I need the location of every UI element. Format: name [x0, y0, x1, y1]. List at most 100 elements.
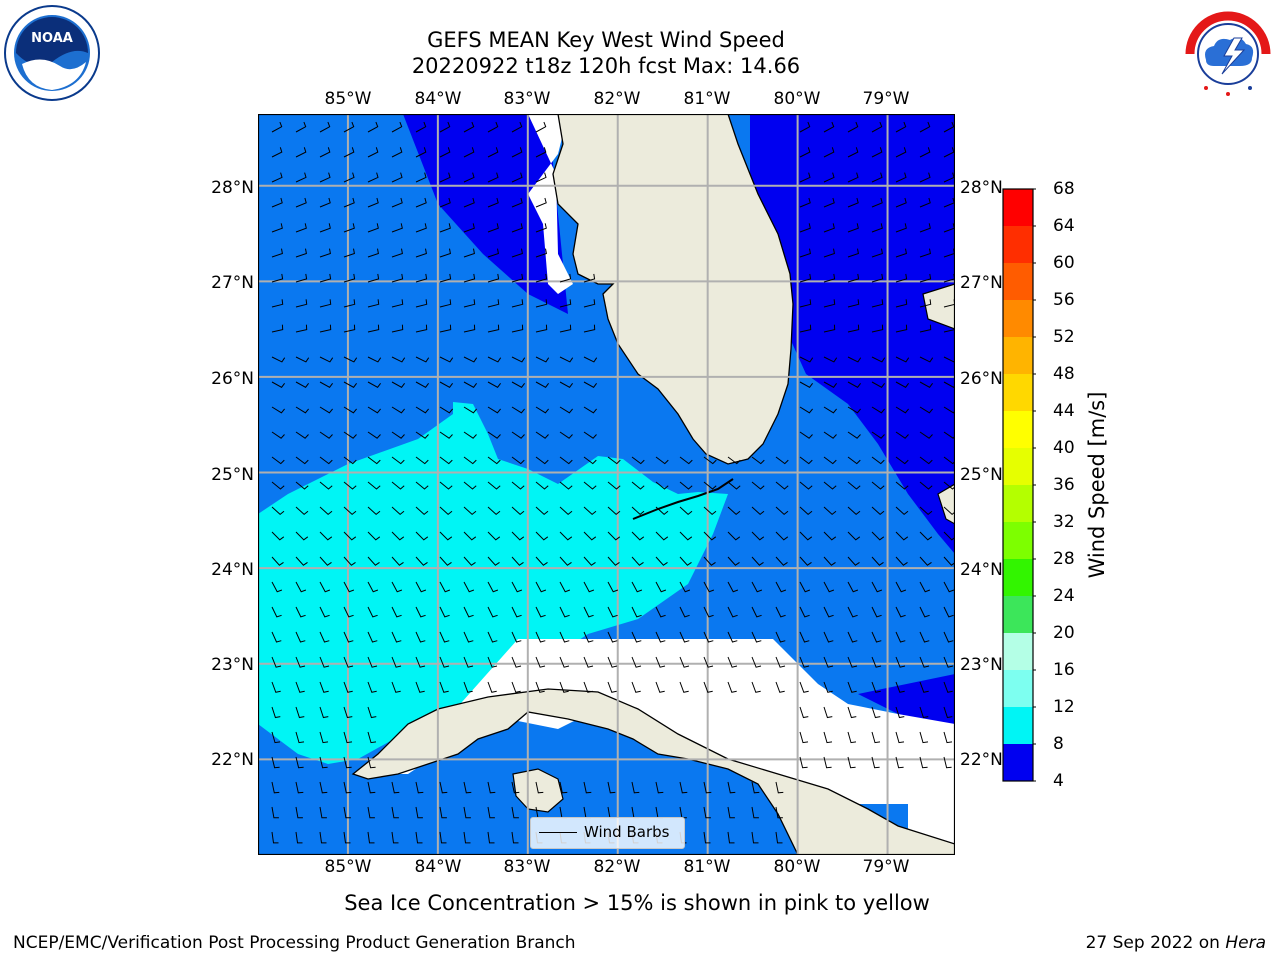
- wind-barb: [823, 223, 835, 233]
- wind-barb: [463, 506, 477, 516]
- wind-barb: [583, 431, 597, 439]
- wind-barb: [799, 731, 809, 744]
- wind-barb: [271, 756, 280, 769]
- wind-barb: [559, 531, 573, 541]
- wind-barb: [751, 681, 761, 693]
- wind-barb: [847, 531, 861, 541]
- wind-barb: [295, 172, 307, 183]
- wind-barb: [319, 656, 330, 668]
- wind-barb: [319, 456, 333, 465]
- wind-barb: [895, 197, 907, 208]
- wind-barb: [415, 556, 428, 566]
- wind-barb: [463, 806, 471, 819]
- colorbar-tick-label: 60: [1053, 253, 1075, 273]
- map-title: GEFS MEAN Key West Wind Speed: [427, 28, 785, 52]
- wind-barb: [823, 431, 837, 439]
- wind-barb: [367, 706, 377, 719]
- wind-barb: [367, 147, 379, 158]
- wind-barb: [919, 481, 933, 490]
- wind-barb: [727, 456, 741, 465]
- wind-barb: [463, 147, 475, 158]
- wind-barb: [319, 631, 330, 643]
- wind-barb: [391, 581, 403, 593]
- wind-barb: [871, 531, 885, 541]
- florida-keys: [632, 478, 734, 520]
- lat-label-right: 24°N: [960, 560, 1003, 580]
- wind-barb: [391, 381, 405, 388]
- wind-barb: [439, 481, 453, 490]
- lon-label-bottom: 84°W: [414, 857, 462, 877]
- wind-barb: [271, 581, 283, 593]
- wind-barb: [415, 831, 423, 844]
- wind-barb: [847, 431, 861, 439]
- wind-barb: [343, 197, 355, 208]
- wind-barb: [823, 121, 835, 133]
- wind-barb: [439, 172, 451, 183]
- wind-barb: [319, 831, 327, 844]
- wind-barb: [703, 506, 717, 516]
- wind-barb: [343, 456, 357, 465]
- wind-barb: [295, 324, 308, 333]
- colorbar-tick-label: 36: [1053, 475, 1075, 495]
- wind-barb: [511, 356, 526, 363]
- wind-barb: [487, 223, 499, 233]
- wind-barb: [511, 299, 524, 308]
- wind-barb: [919, 273, 932, 283]
- wind-barb: [343, 781, 352, 794]
- wind-barb: [871, 299, 884, 308]
- wind-barb: [511, 806, 519, 819]
- wind-barb: [799, 556, 812, 566]
- wind-barb: [943, 121, 955, 133]
- wind-barb: [439, 656, 450, 668]
- wind-barb: [943, 606, 954, 618]
- wind-barb: [463, 248, 475, 258]
- footer-credit: NCEP/EMC/Verification Post Processing Pr…: [13, 933, 576, 953]
- wind-barb: [679, 531, 693, 541]
- wind-barb: [751, 456, 765, 465]
- colorbar-tick-label: 64: [1053, 216, 1075, 236]
- wind-barb: [463, 656, 474, 668]
- wind-barb: [679, 781, 688, 794]
- wind-barb: [919, 531, 933, 541]
- colorbar-tick-label: 8: [1053, 734, 1064, 754]
- wind-barb: [463, 223, 475, 233]
- wind-barb: [535, 172, 547, 183]
- wind-barb: [487, 656, 498, 668]
- wind-barb: [511, 656, 522, 668]
- wind-barb: [535, 248, 547, 258]
- wind-barb: [487, 481, 501, 490]
- wind-barb: [799, 756, 808, 769]
- wind-barb: [559, 581, 571, 593]
- wind-barb: [751, 506, 765, 516]
- sea-ice-note: Sea Ice Concentration > 15% is shown in …: [0, 891, 1280, 915]
- wind-barb: [343, 806, 351, 819]
- wind-barb: [319, 197, 331, 208]
- lat-label-right: 22°N: [960, 750, 1003, 770]
- wind-barb: [463, 781, 472, 794]
- nws-logo: [1178, 4, 1278, 104]
- wind-barb: [439, 556, 452, 566]
- wind-barb: [487, 431, 501, 439]
- wind-barb: [799, 606, 810, 618]
- wind-barb: [895, 756, 904, 769]
- wind-barb: [631, 581, 643, 593]
- wind-barb: [655, 581, 667, 593]
- wind-barb: [607, 556, 620, 566]
- wind-barb: [367, 197, 379, 208]
- wind-barb: [439, 456, 453, 465]
- wind-barb: [295, 481, 309, 490]
- wind-barb: [847, 681, 857, 693]
- wind-barb: [895, 481, 909, 490]
- wind-barb: [871, 273, 884, 283]
- wind-barb: [583, 681, 593, 693]
- wind-barb: [439, 806, 447, 819]
- wind-barb: [439, 431, 453, 439]
- wind-barb: [343, 556, 356, 566]
- wind-barb: [295, 681, 305, 693]
- wind-barb: [511, 481, 525, 490]
- wind-barb: [391, 481, 405, 490]
- wind-barb: [895, 273, 908, 283]
- lon-label-top: 82°W: [593, 89, 641, 109]
- wind-barb: [583, 456, 597, 465]
- wind-barb: [391, 506, 405, 516]
